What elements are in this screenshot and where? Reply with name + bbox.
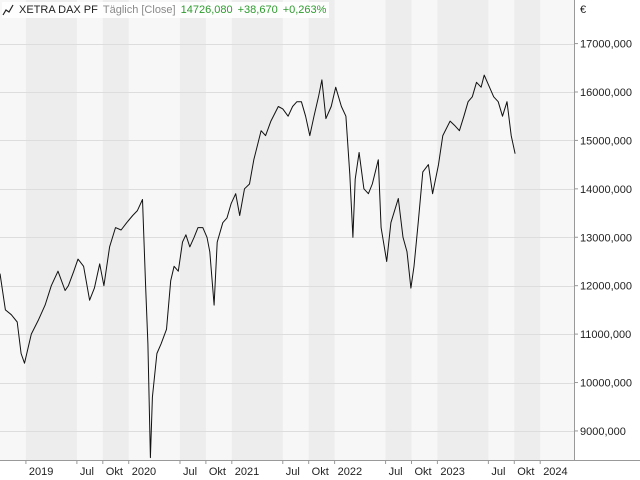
time-band (179, 0, 206, 460)
dax-price-line (0, 74, 516, 459)
time-band (25, 0, 77, 460)
x-tick-label: 2024 (543, 466, 567, 478)
line-chart-icon (2, 4, 14, 16)
x-tick-label: 2019 (29, 466, 53, 478)
y-tick-label: 14000,000 (580, 184, 632, 196)
y-tick-label: 10000,000 (580, 378, 632, 390)
chart-mode: Täglich [Close] (102, 4, 176, 16)
x-tick-label: Jul (183, 466, 197, 478)
x-tick-label: 2023 (440, 466, 464, 478)
y-tick-label: 9000,000 (580, 426, 626, 438)
legend[interactable]: XETRA DAX PF Täglich [Close] 14726,080 +… (2, 2, 330, 18)
time-band (514, 0, 541, 460)
time-band (437, 0, 489, 460)
x-tick-label: 2021 (235, 466, 259, 478)
y-tick-label: 16000,000 (580, 87, 632, 99)
y-tick-label: 11000,000 (580, 329, 631, 341)
x-tick-label: 2022 (338, 466, 362, 478)
time-band (231, 0, 283, 460)
x-tick-label: Okt (209, 466, 226, 478)
time-band (308, 0, 335, 460)
y-tick-label: 13000,000 (580, 232, 632, 244)
x-tick-label: Jul (491, 466, 505, 478)
time-band (102, 0, 129, 460)
instrument-name: XETRA DAX PF (19, 4, 98, 16)
x-tick-label: Jul (389, 466, 403, 478)
y-tick-label: 12000,000 (580, 281, 632, 293)
x-tick-label: Okt (106, 466, 123, 478)
x-tick-label: Okt (312, 466, 329, 478)
last-price: 14726,080 (180, 4, 233, 16)
price-change-percent: +0,263% (282, 4, 327, 16)
y-tick-label: 17000,000 (580, 39, 632, 51)
x-tick-label: Jul (80, 466, 94, 478)
currency-unit: € (580, 4, 587, 16)
time-band (385, 0, 412, 460)
x-tick-label: 2020 (132, 466, 156, 478)
y-tick-label: 15000,000 (580, 135, 632, 147)
price-change: +38,670 (237, 4, 278, 16)
x-tick-label: Okt (517, 466, 534, 478)
x-tick-label: Okt (414, 466, 431, 478)
x-tick-label: Jul (286, 466, 300, 478)
